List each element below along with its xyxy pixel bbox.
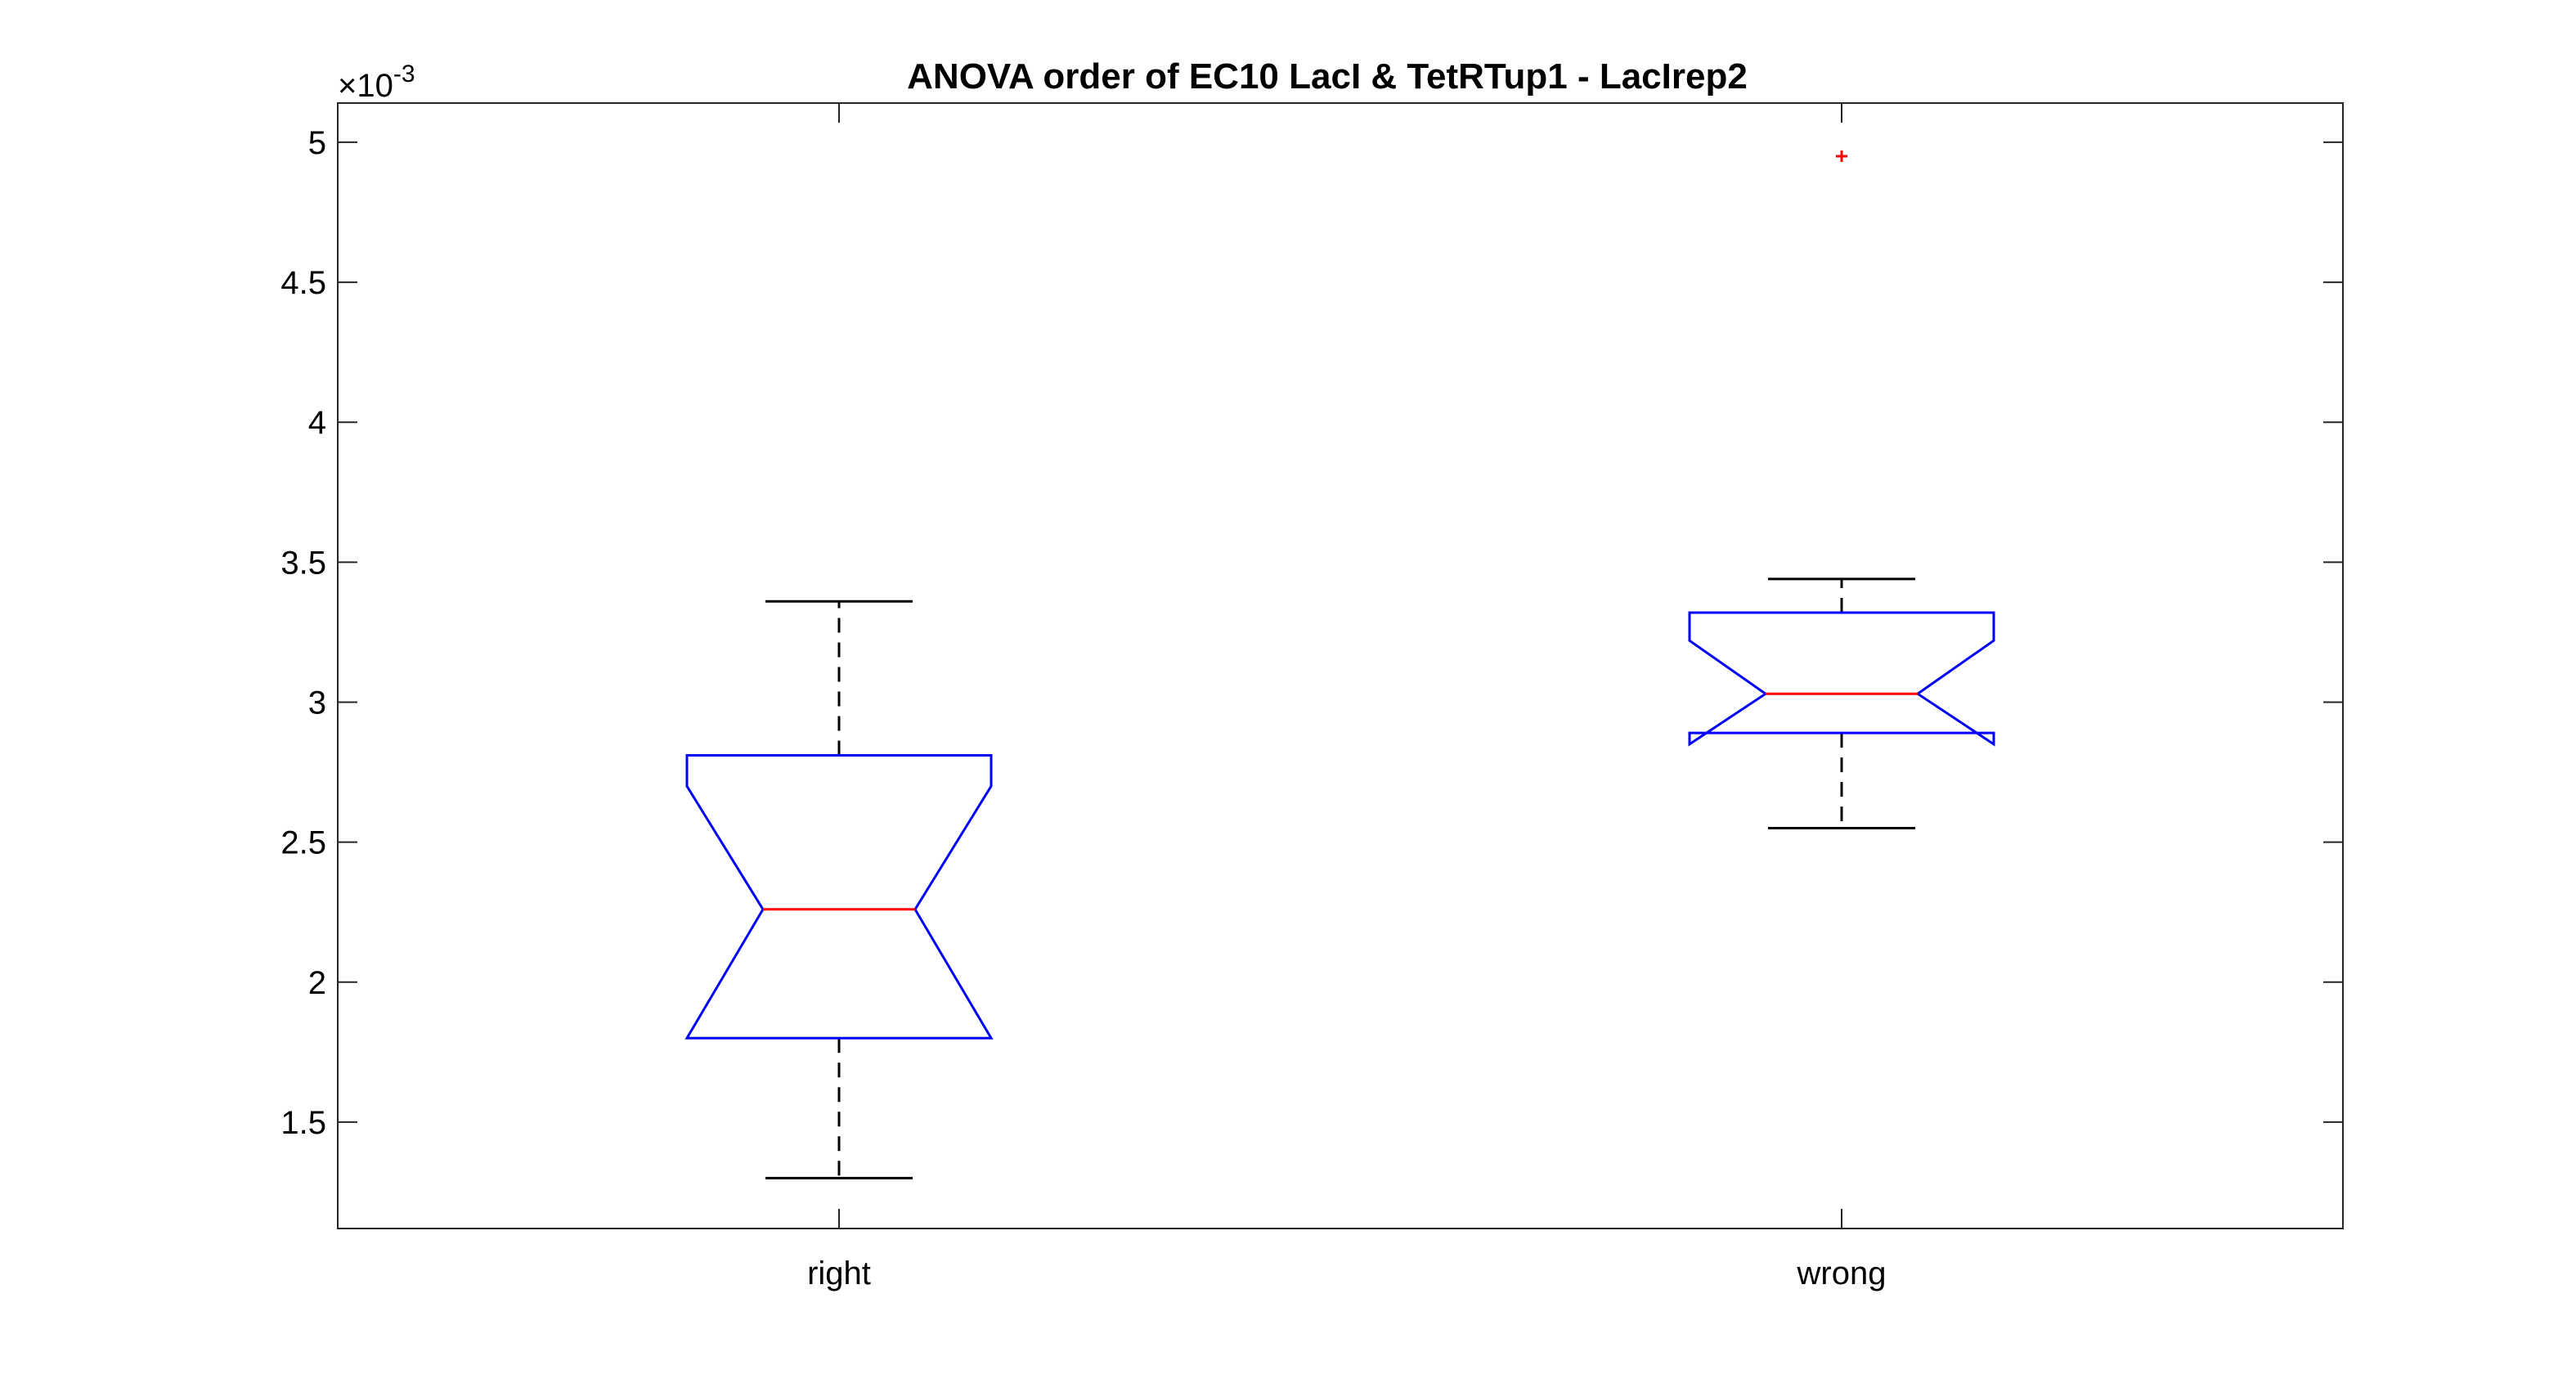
plot-area: 1.5 2 2.5 3 3.5 4 4.5 5 right wrong xyxy=(280,102,2344,1291)
y-exponent-label: ×10-3 xyxy=(338,61,415,104)
y-tick-label: 3 xyxy=(308,685,326,721)
y-tick-label: 4 xyxy=(308,405,326,441)
axes-frame xyxy=(337,102,2344,1229)
chart-title: ANOVA order of EC10 LacI & TetRTup1 - La… xyxy=(907,56,1748,97)
y-tick-label: 3.5 xyxy=(280,545,326,581)
outlier-point xyxy=(1836,150,1847,163)
box-right xyxy=(684,754,994,1040)
y-tick-label: 1.5 xyxy=(280,1105,326,1141)
y-tick-label: 5 xyxy=(308,125,326,161)
y-exponent-base: ×10 xyxy=(338,68,393,104)
x-category-label: wrong xyxy=(1797,1255,1887,1291)
y-tick-label: 4.5 xyxy=(280,265,326,301)
y-tick-label: 2.5 xyxy=(280,825,326,861)
y-exponent-power: -3 xyxy=(393,61,415,88)
y-tick-label: 2 xyxy=(308,965,326,1001)
box-wrong xyxy=(1688,611,1995,747)
x-category-label: right xyxy=(807,1255,871,1291)
